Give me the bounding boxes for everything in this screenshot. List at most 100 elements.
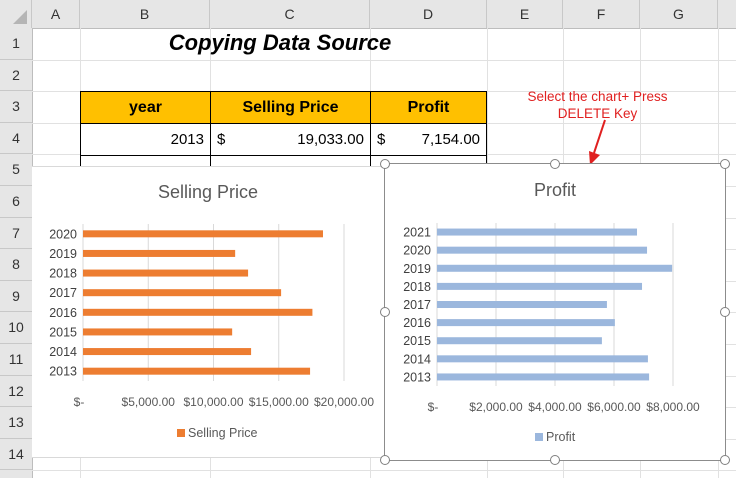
annotation-text: Select the chart+ Press DELETE Key [527,89,668,121]
x-tick-label: $2,000.00 [469,400,523,414]
y-tick-label: 2018 [403,280,431,294]
cell-profit[interactable]: $7,154.00 [370,123,487,156]
x-tick-label: $5,000.00 [122,395,176,409]
x-tick-label: $4,000.00 [528,400,582,414]
legend-swatch [535,433,543,441]
row-header-8[interactable]: 8 [0,249,32,281]
bar-2013 [437,373,650,381]
row-header-10[interactable]: 10 [0,312,32,344]
x-tick-label: $10,000.00 [183,395,243,409]
x-tick-label: $20,000.00 [314,395,374,409]
y-tick-label: 2021 [403,226,431,240]
row-header-12[interactable]: 12 [0,376,32,408]
chart-svg: Profit $- $2,000.00 $4,000.00 $6,000.00 $8,00… [403,180,700,444]
row-header-bar [0,28,33,478]
legend-swatch [177,429,185,437]
y-tick-label: 2017 [49,286,77,300]
column-header-G[interactable]: G [640,0,718,28]
cell-year[interactable]: 2013 [80,123,211,156]
row-header-1[interactable]: 1 [0,28,32,60]
x-tick-label: $6,000.00 [587,400,641,414]
bar-2019 [83,249,236,257]
profit-value: 7,154.00 [421,131,480,148]
y-tick-label: 2013 [49,365,77,379]
price-value: 19,033.00 [297,131,364,148]
row-header-11[interactable]: 11 [0,344,32,376]
row-header-13[interactable]: 13 [0,407,32,439]
resize-handle[interactable] [550,455,560,465]
x-tick-label: $- [428,400,439,414]
bar-2015 [83,328,233,336]
bar-2017 [437,301,607,308]
column-header-F[interactable]: F [563,0,640,28]
y-tick-label: 2019 [49,247,77,261]
row-header-9[interactable]: 9 [0,281,32,313]
row-header-4[interactable]: 4 [0,123,32,155]
bar-2018 [437,282,643,290]
header-selling-price[interactable]: Selling Price [210,91,371,124]
bar-2013 [83,367,311,375]
currency-symbol: $ [377,131,386,148]
chart-title: Selling Price [158,182,258,202]
column-header-E[interactable]: E [487,0,563,28]
row-header-2[interactable]: 2 [0,60,32,92]
y-tick-label: 2019 [403,262,431,276]
resize-handle[interactable] [720,455,730,465]
row-header-14[interactable]: 14 [0,439,32,471]
cell-selling-price[interactable]: $19,033.00 [210,123,371,156]
gridline [32,470,736,472]
y-tick-label: 2018 [49,267,77,281]
header-profit[interactable]: Profit [370,91,487,124]
column-header-B[interactable]: B [80,0,210,28]
bar-2016 [83,308,313,316]
resize-handle[interactable] [380,307,390,317]
bar-2017 [83,289,282,297]
row-header-7[interactable]: 7 [0,218,32,250]
legend-label: Profit [546,430,576,444]
gridline [32,59,736,61]
selling-price-chart[interactable]: Selling Price $- $5,000.00 $10,000.00 $15,00… [32,166,384,458]
header-year[interactable]: year [80,91,211,124]
y-tick-label: 2015 [49,325,77,339]
y-tick-label: 2013 [403,370,431,384]
bar-2016 [437,319,615,327]
column-header-bar [0,0,736,29]
bar-2019 [437,264,673,272]
x-tick-label: $- [74,395,85,409]
y-tick-label: 2015 [403,334,431,348]
resize-handle[interactable] [550,159,560,169]
resize-handle[interactable] [720,307,730,317]
column-header-A[interactable]: A [32,0,80,28]
column-header-C[interactable]: C [210,0,370,28]
bar-2020 [83,230,323,238]
resize-handle[interactable] [380,455,390,465]
select-all-button[interactable] [0,0,32,28]
y-tick-label: 2014 [403,352,431,366]
chart-title: Profit [534,180,576,200]
bar-2014 [83,348,252,356]
x-tick-label: $15,000.00 [249,395,309,409]
x-tick-label: $8,000.00 [646,400,700,414]
currency-symbol: $ [217,131,226,148]
y-tick-label: 2014 [49,345,77,359]
row-header-6[interactable]: 6 [0,186,32,218]
sheet-title: Copying Data Source [168,30,392,55]
y-tick-label: 2016 [403,316,431,330]
resize-handle[interactable] [380,159,390,169]
chart-svg: Selling Price $- $5,000.00 $10,000.00 $15,00… [49,182,374,440]
annotation-arrow [589,119,606,165]
y-tick-label: 2020 [403,244,431,258]
y-tick-label: 2020 [49,227,77,241]
bar-2018 [83,269,249,277]
bar-2014 [437,355,648,363]
legend-label: Selling Price [188,426,258,440]
resize-handle[interactable] [720,159,730,169]
profit-chart[interactable]: Profit $- $2,000.00 $4,000.00 $6,000.00 $8,00… [384,163,726,461]
row-header-5[interactable]: 5 [0,154,32,186]
bar-2020 [437,246,648,254]
row-header-3[interactable]: 3 [0,91,32,123]
column-header-D[interactable]: D [370,0,487,28]
bar-2021 [437,228,638,236]
y-tick-label: 2017 [403,298,431,312]
y-tick-label: 2016 [49,306,77,320]
